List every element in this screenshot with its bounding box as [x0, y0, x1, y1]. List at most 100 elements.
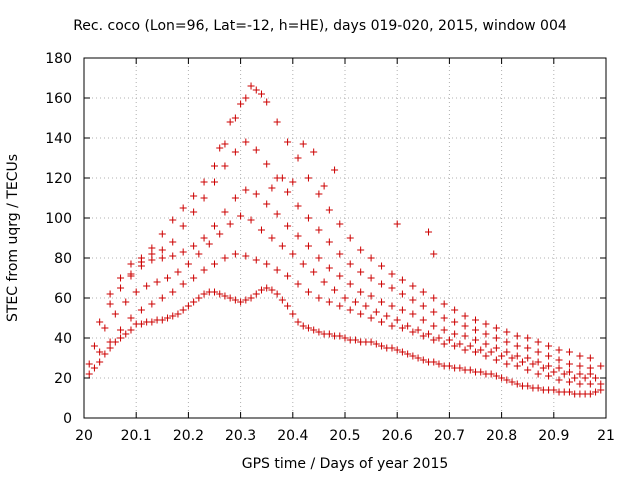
data-point — [164, 314, 172, 322]
data-point — [414, 354, 422, 362]
data-point — [357, 246, 365, 254]
data-point — [294, 154, 302, 162]
data-point — [576, 380, 584, 388]
data-point — [545, 362, 553, 370]
data-point — [216, 230, 224, 238]
data-point — [477, 346, 485, 354]
grid-lines — [84, 58, 606, 418]
data-point — [153, 278, 161, 286]
data-point — [179, 204, 187, 212]
data-point — [518, 358, 526, 366]
data-point — [445, 336, 453, 344]
data-point — [158, 294, 166, 302]
data-point — [85, 360, 93, 368]
data-point — [294, 202, 302, 210]
y-tick-label: 140 — [45, 131, 72, 147]
data-point — [466, 342, 474, 350]
data-point — [524, 366, 532, 374]
data-point — [299, 260, 307, 268]
data-point — [117, 326, 125, 334]
data-point — [226, 220, 234, 228]
data-point — [378, 342, 386, 350]
data-point — [534, 348, 542, 356]
data-point — [90, 364, 98, 372]
data-point — [211, 288, 218, 296]
data-point — [257, 226, 265, 234]
y-tick-label: 60 — [54, 291, 72, 307]
data-point — [304, 214, 312, 222]
data-point — [320, 278, 328, 286]
x-tick-label: 21 — [597, 428, 615, 444]
data-point — [378, 318, 386, 326]
data-point — [122, 298, 130, 306]
data-point — [513, 332, 521, 340]
data-point — [263, 160, 271, 168]
data-point — [164, 274, 172, 282]
data-point — [221, 254, 229, 262]
data-point — [148, 318, 156, 326]
data-point — [273, 290, 281, 298]
data-point — [586, 370, 594, 378]
data-point — [565, 348, 573, 356]
y-tick-label: 20 — [54, 371, 72, 387]
data-point — [393, 316, 401, 324]
data-point — [529, 360, 537, 368]
y-tick-label: 100 — [45, 211, 72, 227]
data-point — [158, 254, 166, 262]
data-point — [430, 322, 438, 330]
data-point — [539, 364, 547, 372]
data-point — [451, 318, 459, 326]
data-point — [451, 330, 459, 338]
data-point — [315, 254, 323, 262]
data-point — [111, 310, 119, 318]
data-point — [127, 326, 135, 334]
data-point — [440, 340, 448, 348]
x-axis-ticks: 20 20.1 20.2 20.3 20.4 20.5 20.6 20.7 20.8 20.9 21 — [75, 58, 615, 444]
data-point — [513, 352, 521, 360]
data-point — [409, 282, 417, 290]
data-point — [331, 166, 339, 174]
data-point — [200, 266, 208, 274]
data-point — [456, 340, 464, 348]
data-point — [325, 298, 333, 306]
x-tick-label: 20 — [75, 428, 93, 444]
data-point — [315, 294, 323, 302]
data-point — [503, 348, 511, 356]
data-point — [398, 306, 406, 314]
data-point — [398, 348, 406, 356]
data-point — [445, 362, 453, 370]
data-point — [592, 388, 600, 396]
data-point — [310, 326, 318, 334]
y-tick-label: 120 — [45, 171, 72, 187]
data-point — [362, 302, 370, 310]
y-tick-label: 180 — [45, 51, 72, 67]
data-point — [414, 326, 422, 334]
x-axis-label: GPS time / Days of year 2015 — [241, 456, 449, 472]
data-point — [404, 322, 412, 330]
data-point — [179, 306, 187, 314]
x-tick-label: 20.1 — [121, 428, 152, 444]
data-point — [351, 336, 359, 344]
data-point — [586, 380, 594, 388]
data-point — [503, 338, 511, 346]
data-point — [211, 162, 218, 170]
data-point — [101, 350, 109, 358]
data-point — [252, 86, 260, 94]
data-point — [195, 250, 203, 258]
data-point — [263, 98, 271, 106]
data-point — [498, 352, 506, 360]
data-point — [257, 286, 265, 294]
data-point — [315, 328, 323, 336]
data-point — [304, 324, 312, 332]
data-point — [325, 238, 333, 246]
data-point — [273, 118, 281, 126]
data-point — [451, 342, 459, 350]
data-point — [372, 340, 380, 348]
data-point — [325, 264, 333, 272]
data-point — [419, 316, 427, 324]
data-point — [550, 368, 558, 376]
data-point — [200, 290, 208, 298]
data-point — [482, 320, 490, 328]
data-point — [211, 178, 218, 186]
data-point — [503, 376, 511, 384]
